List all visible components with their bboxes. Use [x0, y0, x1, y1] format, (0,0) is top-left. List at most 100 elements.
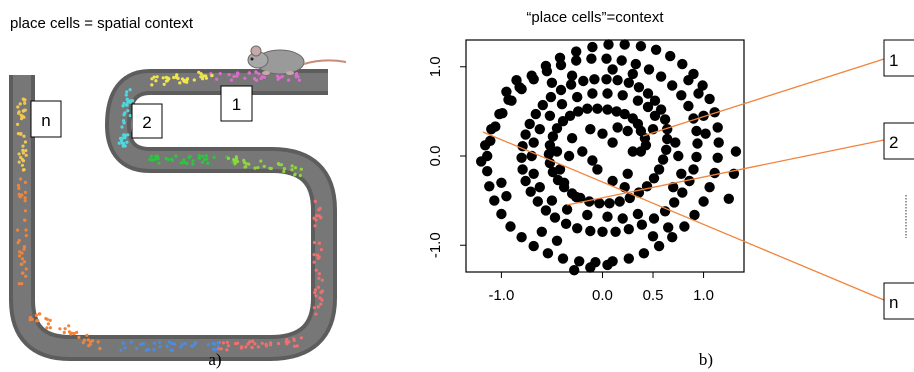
scatter-point	[505, 221, 516, 232]
scatter-point	[501, 86, 512, 98]
scatter-point	[709, 107, 720, 118]
scatter-point	[482, 166, 493, 177]
scatter-point	[607, 175, 618, 187]
scatter-point	[528, 137, 539, 148]
y-axis: 1.0 0.0 -1.0	[427, 56, 466, 258]
place-cell-dot	[155, 154, 160, 158]
scatter-point	[607, 137, 618, 148]
place-cell-dot	[229, 78, 234, 82]
scatter-point	[544, 110, 556, 122]
place-cell-dot	[244, 165, 248, 169]
place-cell-dot	[199, 75, 203, 79]
place-cell-dot	[276, 162, 280, 166]
scatter-point	[617, 90, 628, 101]
place-cell-dot	[259, 159, 263, 163]
place-cell-dot	[17, 238, 21, 243]
scatter-point	[638, 248, 650, 259]
place-cell-dot	[312, 260, 316, 264]
scatter-point	[587, 88, 598, 99]
scatter-point	[713, 137, 724, 148]
place-cell-dot	[17, 186, 21, 190]
place-cell-dot	[122, 141, 126, 146]
place-cell-dot	[150, 83, 154, 87]
place-cell-dot	[312, 306, 316, 310]
place-cell-dot	[317, 241, 321, 245]
place-cell-dot	[124, 103, 129, 107]
place-cell-dot	[191, 162, 195, 166]
scatter-point	[540, 60, 552, 72]
place-cell-dot	[254, 70, 258, 74]
scatter-point	[589, 74, 600, 85]
place-cell-dot	[35, 319, 39, 323]
scatter-point	[689, 209, 700, 221]
place-cell-dot	[125, 90, 129, 94]
place-cell-dot	[17, 192, 21, 196]
place-cell-dot	[23, 190, 28, 194]
place-cell-dot	[23, 196, 27, 200]
place-cell-dot	[128, 114, 132, 118]
scatter-point	[693, 88, 704, 99]
place-cell-dot	[120, 125, 124, 129]
place-cell-dot	[316, 305, 320, 309]
scatter-point	[563, 150, 575, 162]
place-cell-dot	[170, 348, 174, 352]
place-cell-dot	[233, 342, 237, 346]
panel-a-title: place cells = spatial context	[10, 15, 194, 32]
place-cell-dot	[121, 136, 125, 140]
scatter-point	[677, 58, 688, 70]
place-cell-dot	[126, 133, 130, 137]
place-cell-dot	[312, 253, 316, 257]
scatter-point	[546, 195, 558, 206]
place-cell-dot	[197, 70, 201, 74]
place-cell-dot	[320, 278, 324, 282]
right-box-1-label: 1	[889, 51, 898, 70]
place-cell-dot	[290, 164, 294, 168]
scatter-point	[697, 80, 708, 91]
box-n: n	[30, 100, 62, 138]
scatter-point	[619, 39, 630, 50]
scatter-point	[564, 110, 576, 122]
scatter-point	[520, 129, 531, 140]
scatter-point	[662, 133, 673, 145]
scatter-point	[516, 232, 527, 243]
place-cell-dot	[183, 341, 187, 346]
place-cell-dot	[24, 267, 28, 271]
scatter-point	[622, 125, 633, 137]
place-cell-dot	[260, 341, 264, 345]
place-cell-dot	[45, 326, 49, 330]
place-cell-dot	[282, 167, 286, 171]
mouse-icon	[247, 45, 347, 75]
scatter-point	[627, 68, 638, 80]
scatter-point	[526, 70, 537, 81]
scatter-point	[704, 93, 715, 105]
place-cell-dot	[144, 348, 148, 352]
place-cell-dot	[24, 234, 28, 238]
place-cell-dot	[172, 342, 177, 346]
place-cell-dot	[256, 166, 260, 170]
scatter-point	[545, 91, 557, 103]
box-1: 1	[220, 85, 253, 122]
place-cell-dot	[276, 341, 281, 346]
place-cell-dot	[175, 73, 179, 77]
place-cell-dot	[166, 158, 170, 162]
scatter-point	[604, 198, 615, 209]
place-cell-dot	[192, 78, 196, 82]
place-cell-dot	[280, 74, 284, 79]
place-cell-dot	[123, 111, 127, 115]
place-cell-dot	[128, 88, 132, 92]
place-cell-dot	[122, 133, 126, 137]
place-cell-dot	[212, 155, 216, 159]
scatter-point	[647, 231, 659, 242]
place-cell-dot	[164, 75, 168, 79]
place-cell-dot	[287, 78, 291, 82]
place-cell-dot	[219, 347, 223, 351]
place-cell-dot	[200, 160, 205, 164]
scatter-point	[616, 55, 627, 66]
place-cell-dot	[247, 71, 251, 75]
place-cell-dot	[185, 79, 189, 83]
place-cell-dot	[316, 285, 321, 289]
place-cell-dot	[20, 163, 24, 167]
scatter-point	[489, 195, 500, 206]
scatter-point	[623, 253, 634, 264]
scatter-point	[597, 226, 608, 237]
